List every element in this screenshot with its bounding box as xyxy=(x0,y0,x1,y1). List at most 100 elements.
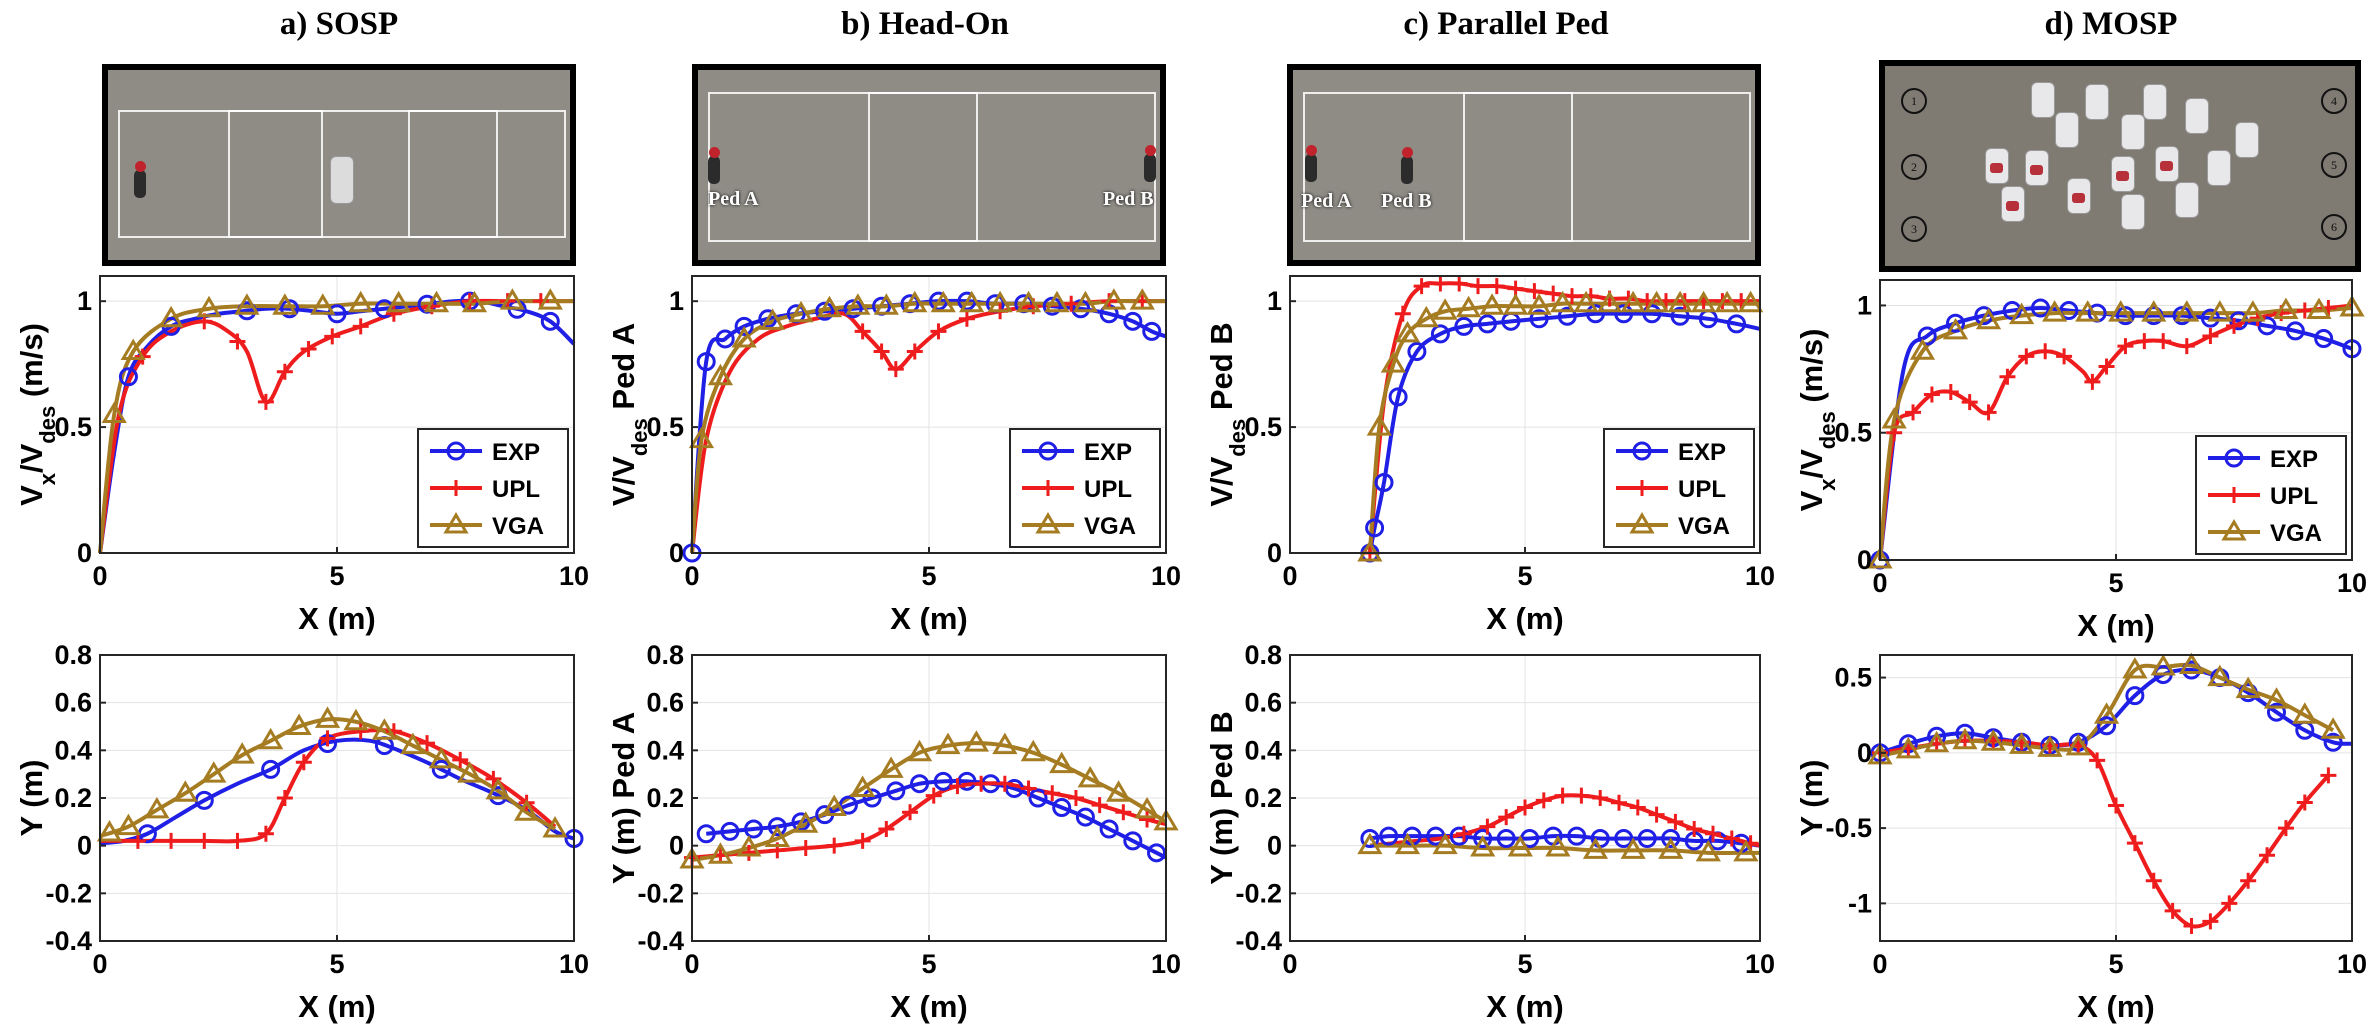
data-point-marker xyxy=(902,804,919,821)
data-point-marker xyxy=(1044,785,1061,802)
x-tick-label: 5 xyxy=(2108,568,2123,598)
data-point-marker xyxy=(1496,829,1516,849)
x-tick-label: 10 xyxy=(1151,949,1181,979)
legend-label: UPL xyxy=(2270,483,2318,510)
data-point-marker xyxy=(513,799,540,821)
data-point-marker xyxy=(1661,829,1681,849)
data-point-marker xyxy=(1545,835,1571,857)
x-tick-label: 0 xyxy=(684,949,699,979)
data-point-marker xyxy=(740,844,757,861)
data-point-marker xyxy=(158,305,184,328)
station-marker: 6 xyxy=(2321,214,2347,240)
obstacle-cylinder xyxy=(2111,156,2135,192)
y-tick-label: 0.2 xyxy=(54,783,92,813)
data-point-marker xyxy=(2240,872,2257,889)
data-point-marker xyxy=(925,787,942,804)
data-point-marker xyxy=(1690,290,1717,313)
data-point-marker xyxy=(1028,788,1048,808)
data-point-marker xyxy=(1586,304,1605,324)
floor-grid xyxy=(118,110,566,238)
data-point-marker xyxy=(101,401,127,423)
chart-a-pos: 0 5 10 -0.4 -0.2 0 0.2 0.4 0.6 0.8 X (m) Y (m) xyxy=(14,640,589,1024)
floor-grid xyxy=(228,110,323,238)
obstacle-cylinder xyxy=(2185,98,2209,134)
y-tick-label: 0.8 xyxy=(54,640,92,670)
data-point-marker xyxy=(1648,806,1665,823)
data-point-marker xyxy=(736,835,762,857)
data-point-marker xyxy=(2141,300,2167,322)
y-tick-label: 0.2 xyxy=(1244,783,1282,813)
data-point-marker xyxy=(2224,448,2244,468)
data-point-marker xyxy=(2306,297,2332,320)
data-point-marker xyxy=(1961,394,1978,411)
data-point-marker xyxy=(196,832,213,849)
pedestrian-figure xyxy=(134,161,146,198)
photo-head-on: Ped A Ped B xyxy=(692,64,1166,266)
data-point-marker xyxy=(1139,811,1156,828)
data-point-marker xyxy=(1099,819,1119,839)
data-point-marker xyxy=(744,819,764,839)
y-tick-label: 1 xyxy=(669,286,684,316)
data-point-marker xyxy=(2037,343,2054,360)
data-point-marker xyxy=(850,775,876,797)
ped-a-label: Ped A xyxy=(1301,190,1352,212)
data-point-marker xyxy=(1643,290,1670,313)
x-axis-label: X (m) xyxy=(1486,989,1564,1024)
data-point-marker xyxy=(1477,314,1497,334)
data-point-marker xyxy=(1999,368,2016,385)
chart-c-vel: 0 5 10 0 0.5 1 X (m) V/Vdes Ped B EXP UPL VGA xyxy=(1204,275,1775,636)
series-layer xyxy=(679,730,1179,869)
data-point-marker xyxy=(2285,321,2305,341)
data-point-marker xyxy=(1042,296,1062,316)
data-point-marker xyxy=(1596,290,1623,313)
data-point-marker xyxy=(2126,835,2143,852)
data-point-marker xyxy=(696,824,716,844)
data-point-marker xyxy=(1040,480,1056,496)
data-point-marker xyxy=(992,732,1018,755)
data-point-marker xyxy=(797,840,814,857)
y-axis-label: Vx/Vdes (m/s) xyxy=(1794,329,1840,512)
data-point-marker xyxy=(1517,799,1533,816)
y-tick-label: 0 xyxy=(669,831,684,861)
data-point-marker xyxy=(2221,895,2238,912)
data-point-marker xyxy=(2042,300,2068,322)
x-tick-label: 0 xyxy=(92,561,107,591)
obstacle-cylinder xyxy=(2025,150,2049,186)
data-point-marker xyxy=(767,817,787,837)
data-point-marker xyxy=(1105,780,1132,802)
data-point-marker xyxy=(2108,797,2124,814)
data-point-marker xyxy=(1067,790,1084,806)
data-point-marker xyxy=(2235,676,2261,699)
data-point-marker xyxy=(1632,441,1652,461)
data-point-marker xyxy=(1020,780,1037,797)
data-point-marker xyxy=(1714,290,1740,313)
data-point-marker xyxy=(2202,913,2219,930)
data-point-marker xyxy=(1564,288,1580,305)
obstacle-cylinder xyxy=(2121,194,2145,230)
data-point-marker xyxy=(996,775,1013,792)
data-point-marker xyxy=(1379,826,1399,846)
data-point-marker xyxy=(257,825,274,842)
data-point-marker xyxy=(295,754,312,771)
data-point-marker xyxy=(1924,730,1950,753)
y-tick-label: -0.5 xyxy=(1825,813,1872,843)
data-point-marker xyxy=(1582,837,1609,859)
obstacle-cylinder xyxy=(2001,186,2025,222)
data-point-marker xyxy=(457,761,483,783)
data-point-marker xyxy=(1115,804,1132,821)
data-point-marker xyxy=(1733,839,1759,862)
data-point-marker xyxy=(118,367,138,387)
y-axis-label: Y (m) Ped B xyxy=(1204,711,1239,884)
y-tick-label: 0.5 xyxy=(1244,412,1282,442)
y-tick-label: -0.2 xyxy=(1235,878,1282,908)
data-point-marker xyxy=(1658,837,1684,859)
series-line-upl xyxy=(100,728,557,844)
data-point-marker xyxy=(1592,790,1609,806)
ped-a-label: Ped A xyxy=(708,188,759,210)
data-point-marker xyxy=(1365,518,1385,538)
data-point-marker xyxy=(1614,829,1634,849)
data-point-marker xyxy=(2266,702,2286,722)
data-point-marker xyxy=(973,775,990,792)
data-point-marker xyxy=(2093,702,2120,724)
data-point-marker xyxy=(196,295,222,318)
